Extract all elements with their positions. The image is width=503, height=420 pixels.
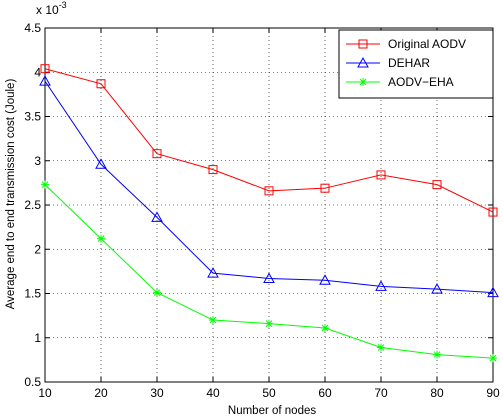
data-point bbox=[152, 149, 162, 159]
data-point bbox=[489, 354, 497, 363]
series-markers bbox=[39, 64, 499, 363]
y-tick-label: 3.5 bbox=[24, 110, 41, 124]
ticks: 10 20 30 40 50 60 70 80 90 0.5 1 1.5 2 2.5 3 3.5 4 4.5 bbox=[24, 21, 500, 400]
y-tick-label: 4 bbox=[34, 65, 41, 79]
series-line-0 bbox=[44, 68, 494, 213]
data-point bbox=[321, 324, 329, 333]
data-point bbox=[432, 180, 442, 190]
x-tick-label: 80 bbox=[430, 386, 444, 400]
y-tick-label: 0.5 bbox=[24, 375, 41, 389]
data-point bbox=[376, 170, 386, 180]
data-point bbox=[97, 234, 105, 243]
y-tick-label: 1.5 bbox=[24, 287, 41, 301]
legend-label: AODV−EHA bbox=[388, 75, 454, 89]
x-tick-label: 50 bbox=[262, 386, 276, 400]
data-point bbox=[263, 272, 275, 283]
data-point bbox=[488, 207, 498, 217]
x-tick-label: 10 bbox=[38, 386, 52, 400]
y-tick-label: 4.5 bbox=[24, 21, 41, 35]
data-point bbox=[320, 183, 330, 193]
data-point bbox=[319, 274, 331, 285]
data-point bbox=[487, 286, 499, 298]
data-point bbox=[151, 211, 163, 222]
legend-marker bbox=[359, 78, 367, 86]
y-tick-label: 2.5 bbox=[24, 198, 41, 212]
data-point bbox=[40, 64, 50, 74]
series-line-1 bbox=[44, 80, 494, 294]
data-point bbox=[208, 165, 218, 175]
data-point bbox=[96, 79, 106, 89]
legend: Original AODV DEHAR AODV−EHA bbox=[338, 29, 494, 99]
x-axis-label: Number of nodes bbox=[228, 405, 316, 417]
data-point bbox=[209, 316, 217, 325]
data-point bbox=[41, 180, 49, 189]
y-tick-label: 3 bbox=[34, 154, 41, 168]
grid bbox=[45, 28, 493, 382]
x-tick-label: 60 bbox=[318, 386, 332, 400]
legend-label: Original AODV bbox=[388, 37, 466, 51]
data-point bbox=[95, 158, 107, 169]
y-axis-multiplier: x 10-3 bbox=[36, 0, 67, 17]
data-point bbox=[39, 75, 51, 86]
data-point bbox=[265, 319, 273, 328]
x-tick-label: 90 bbox=[486, 386, 500, 400]
y-axis-label: Average end to end transmission cost (Jo… bbox=[5, 79, 17, 310]
data-point bbox=[431, 283, 443, 294]
data-point bbox=[377, 343, 385, 352]
data-point bbox=[433, 350, 441, 359]
x-tick-label: 30 bbox=[150, 386, 164, 400]
x-tick-label: 40 bbox=[206, 386, 220, 400]
data-point bbox=[375, 280, 387, 291]
legend-marker bbox=[357, 56, 369, 68]
data-point bbox=[264, 186, 274, 196]
legend-marker bbox=[358, 39, 368, 49]
x-tick-label: 20 bbox=[94, 386, 108, 400]
legend-label: DEHAR bbox=[388, 56, 430, 70]
x-tick-label: 70 bbox=[374, 386, 388, 400]
data-point bbox=[207, 267, 219, 278]
y-tick-label: 2 bbox=[34, 242, 41, 256]
data-point bbox=[153, 288, 161, 297]
y-tick-label: 1 bbox=[34, 331, 41, 345]
